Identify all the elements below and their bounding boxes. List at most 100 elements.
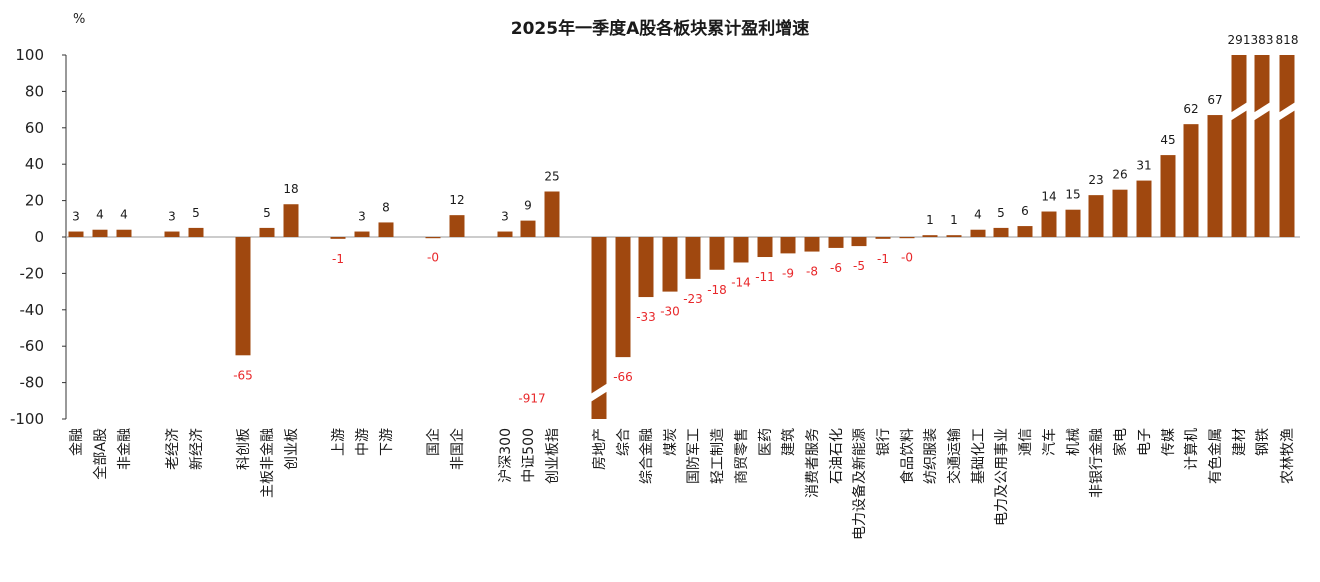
data-label: -8	[806, 265, 818, 279]
bar	[330, 237, 346, 239]
axis-break-mark	[1228, 100, 1250, 123]
bar	[851, 237, 867, 247]
y-tick-label: -60	[20, 337, 45, 355]
data-label: 62	[1183, 102, 1198, 116]
data-label: 12	[449, 193, 464, 207]
data-label: 3	[168, 210, 176, 224]
bar	[354, 231, 370, 237]
y-axis-unit: %	[73, 12, 86, 27]
bar	[188, 227, 204, 237]
data-label: 5	[997, 206, 1005, 220]
data-label: -6	[830, 261, 842, 275]
y-tick-label: 100	[15, 46, 44, 64]
data-label: 5	[263, 206, 271, 220]
data-label: -23	[683, 292, 703, 306]
axis-break-mark	[1276, 100, 1298, 123]
data-label: 5	[192, 206, 200, 220]
category-label: 国防军工	[686, 428, 702, 484]
data-label: -0	[427, 251, 439, 265]
category-label: 沪深300	[498, 428, 514, 483]
data-label: 8	[382, 200, 390, 214]
bar	[1088, 195, 1104, 237]
category-label: 新经济	[189, 428, 205, 470]
category-label: 通信	[1018, 428, 1034, 456]
category-label: 电力设备及新能源	[851, 428, 868, 540]
bar	[449, 215, 465, 237]
category-label: 综合	[616, 428, 632, 456]
bar	[497, 231, 513, 237]
bar	[946, 235, 962, 237]
category-label: 建筑	[781, 428, 797, 456]
y-tick-label: -20	[20, 264, 45, 282]
bar	[638, 237, 654, 298]
category-label: 家电	[1112, 428, 1129, 456]
category-label: 下游	[379, 428, 395, 456]
category-label: 石油石化	[829, 428, 845, 484]
data-label: 67	[1207, 93, 1222, 107]
data-label: -33	[636, 310, 656, 324]
category-label: 创业板	[284, 428, 300, 470]
category-label: 中证500	[521, 428, 537, 483]
bar	[116, 229, 132, 237]
bar	[425, 237, 441, 239]
y-tick-label: 60	[25, 119, 44, 137]
data-label: 3	[72, 210, 80, 224]
category-label: 房地产	[592, 428, 608, 470]
data-label: 45	[1160, 133, 1175, 147]
data-label: -66	[613, 370, 633, 384]
category-label: 商贸零售	[734, 428, 750, 484]
category-label: 非金融	[117, 428, 133, 470]
category-label: 食品饮料	[899, 428, 916, 484]
data-label: -0	[901, 251, 913, 265]
bar	[1041, 211, 1057, 237]
data-label: 3	[501, 210, 509, 224]
bar	[615, 237, 631, 358]
data-label: 31	[1136, 159, 1151, 173]
axis-break-mark	[1251, 100, 1273, 123]
data-label: -65	[233, 368, 253, 382]
data-label: 14	[1041, 190, 1056, 204]
category-label: 主板非金融	[260, 428, 276, 498]
data-label: -1	[332, 252, 344, 266]
data-label: -11	[755, 270, 775, 284]
data-label: -917	[518, 392, 545, 406]
bar	[1136, 180, 1152, 237]
bar	[544, 191, 560, 237]
y-tick-label: -40	[20, 301, 45, 319]
data-label: 15	[1065, 188, 1080, 202]
y-tick-label: 0	[34, 228, 44, 246]
bar	[757, 237, 773, 258]
data-label: -1	[877, 252, 889, 266]
bar	[92, 229, 108, 237]
category-label: 科创板	[236, 428, 252, 470]
y-tick-label: 80	[25, 82, 44, 100]
data-label: 3	[358, 210, 366, 224]
category-label: 电子	[1137, 428, 1153, 456]
bar	[1183, 124, 1199, 237]
bar	[804, 237, 820, 252]
y-tick-label: 40	[25, 155, 44, 173]
y-tick-label: -100	[10, 410, 44, 428]
category-label: 计算机	[1184, 428, 1200, 470]
data-label: 4	[96, 208, 104, 222]
category-label: 农林牧渔	[1280, 428, 1296, 484]
data-label: 1	[950, 213, 958, 227]
category-label: 轻工制造	[710, 428, 726, 484]
category-label: 煤炭	[663, 428, 679, 456]
bar	[1207, 115, 1223, 237]
bar	[685, 237, 701, 279]
bar	[899, 237, 915, 239]
data-label: 26	[1112, 168, 1127, 182]
category-label: 机械	[1066, 428, 1082, 456]
data-label: 23	[1088, 173, 1103, 187]
bar	[993, 227, 1009, 237]
category-label: 纺织服装	[923, 428, 939, 484]
category-label: 消费者服务	[805, 428, 821, 498]
category-label: 传媒	[1161, 428, 1177, 456]
bar	[259, 227, 275, 237]
data-label: 6	[1021, 204, 1029, 218]
bar	[1065, 209, 1081, 237]
category-label: 医药	[758, 428, 774, 456]
data-label: 9	[524, 199, 532, 213]
